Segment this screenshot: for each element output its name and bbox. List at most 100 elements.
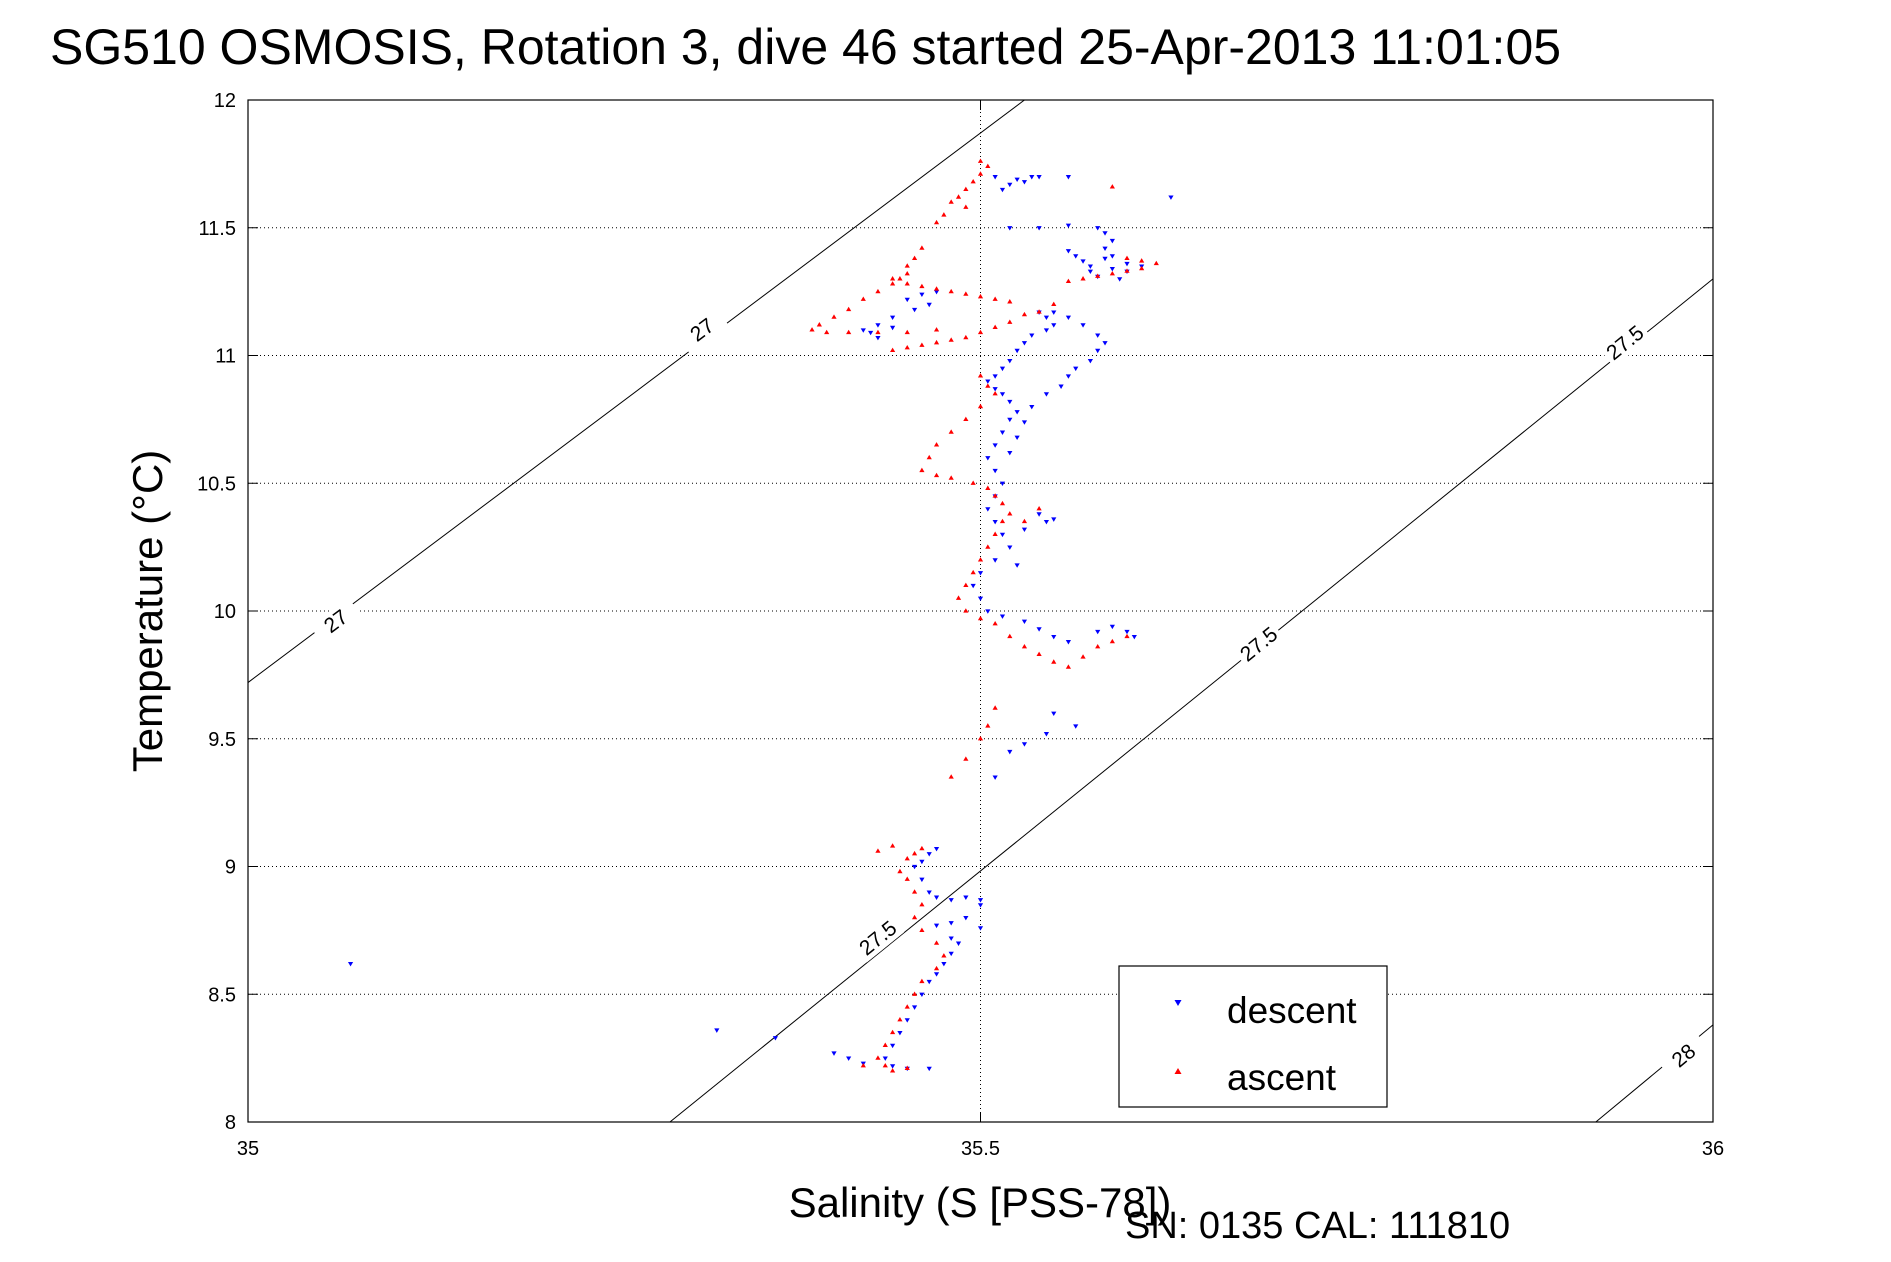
ascent-point: [999, 500, 1006, 506]
ascent-point: [919, 902, 925, 907]
descent-point: [933, 847, 940, 852]
descent-point: [999, 430, 1006, 435]
legend-ascent-marker: [1174, 1068, 1182, 1074]
ascent-point: [985, 383, 991, 388]
descent-point: [1109, 254, 1115, 259]
ascent-point: [933, 965, 940, 971]
descent-point: [882, 1056, 888, 1061]
y-tick-label: 9.5: [208, 729, 236, 751]
ascent-point: [1124, 255, 1130, 261]
descent-point: [875, 323, 881, 328]
descent-point: [1080, 323, 1086, 328]
ascent-point: [985, 163, 991, 169]
descent-point: [875, 336, 881, 341]
descent-point: [1117, 277, 1123, 282]
descent-point: [1007, 226, 1013, 231]
ascent-point: [1007, 299, 1013, 304]
descent-point: [890, 1064, 896, 1069]
x-axis-ticks: 35 35.5 36: [237, 100, 1724, 1160]
descent-point: [992, 468, 998, 474]
descent-point: [992, 374, 998, 379]
descent-point: [1051, 517, 1057, 522]
descent-point: [1095, 629, 1101, 635]
ascent-point: [919, 342, 925, 347]
ascent-point: [904, 263, 910, 268]
y-tick-label: 10: [214, 601, 236, 623]
grid-lines: [247, 99, 1714, 1123]
descent-point: [948, 936, 954, 941]
descent-point: [1014, 410, 1020, 415]
ascent-point: [1109, 184, 1115, 189]
descent-point: [985, 507, 991, 512]
descent-point: [1014, 563, 1020, 568]
ascent-point: [1124, 633, 1130, 639]
descent-point: [904, 1018, 910, 1023]
descent-point: [911, 307, 918, 313]
contour-label-bg: [1232, 619, 1286, 669]
ascent-point: [963, 204, 969, 209]
ascent-point: [904, 329, 910, 335]
descent-point: [926, 979, 932, 985]
ascent-point: [963, 186, 969, 192]
descent-point: [1007, 359, 1013, 364]
descent-point: [1036, 175, 1042, 180]
ascent-point: [999, 518, 1006, 524]
sigma-contour-27.5: [669, 278, 1713, 1122]
descent-point: [992, 775, 998, 780]
descent-point: [977, 926, 984, 931]
ascent-point: [1065, 278, 1071, 284]
ascent-point: [1007, 633, 1013, 639]
descent-point: [1036, 512, 1042, 517]
descent-point: [1080, 259, 1086, 264]
ascent-point: [897, 1017, 903, 1022]
ascent-point: [948, 774, 954, 779]
ascent-point: [824, 329, 830, 335]
descent-point: [1029, 175, 1035, 180]
x-tick-label: 35: [237, 1138, 259, 1160]
descent-point: [963, 916, 969, 921]
ascent-point: [941, 953, 947, 958]
ascent-point: [963, 416, 969, 421]
y-axis-ticks: 8 8.5 9 9.5 10 10.5 11 11.5 12: [197, 90, 1713, 1134]
descent-point: [977, 898, 984, 903]
descent-point: [992, 175, 998, 180]
ascent-point: [1051, 659, 1057, 664]
descent-point: [1021, 341, 1028, 346]
descent-point: [1043, 732, 1050, 737]
descent-point: [1043, 328, 1050, 333]
descent-point: [948, 921, 954, 926]
descent-point: [860, 328, 866, 333]
ascent-point: [970, 480, 976, 485]
ascent-point: [1095, 643, 1101, 649]
x-tick-label: 36: [1702, 1138, 1724, 1160]
descent-point: [1007, 749, 1013, 755]
ascent-point: [1021, 518, 1028, 524]
ascent-point: [875, 848, 881, 853]
ascent-point: [1080, 276, 1086, 281]
x-tick-label: 35.5: [961, 1138, 1000, 1160]
descent-point: [1021, 420, 1028, 425]
ascent-point: [919, 467, 925, 473]
y-tick-label: 8: [225, 1112, 236, 1134]
ascent-point: [875, 1055, 881, 1060]
ascent-point: [926, 454, 932, 460]
descent-point: [992, 519, 998, 525]
ascent-point: [1109, 270, 1115, 276]
y-tick-label: 9: [225, 857, 236, 879]
descent-point: [1051, 310, 1057, 315]
descent-point: [999, 614, 1006, 619]
ascent-point: [919, 978, 925, 984]
ascent-point: [992, 391, 998, 396]
descent-point: [933, 895, 940, 900]
descent-point: [1036, 627, 1042, 632]
descent-point: [714, 1028, 720, 1033]
contour-label-bg: [851, 913, 905, 963]
ascent-point: [1109, 638, 1115, 644]
ascent-point: [933, 219, 940, 225]
ascent-point: [911, 850, 918, 856]
contour-label-bg: [1657, 1031, 1710, 1081]
descent-point: [1021, 619, 1028, 625]
descent-point: [1168, 195, 1174, 200]
descent-point: [1102, 256, 1108, 262]
ascent-point: [919, 927, 925, 932]
